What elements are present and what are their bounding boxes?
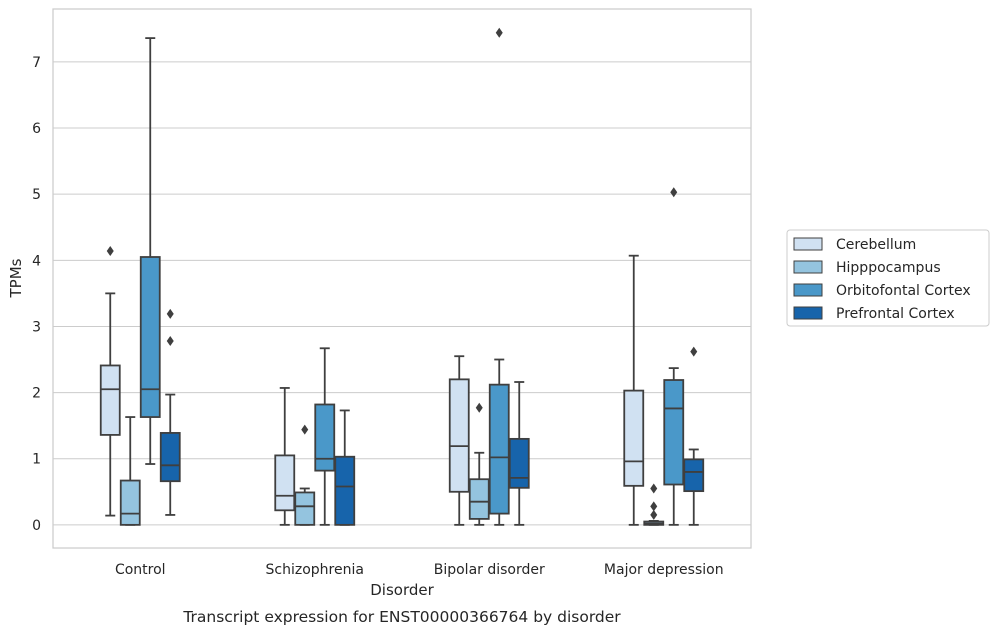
box bbox=[274, 387, 296, 526]
box bbox=[488, 27, 510, 526]
box-rect bbox=[683, 458, 705, 493]
legend-items: Cerebellum Hipppocampus Orbitofontal Corte… bbox=[793, 237, 971, 322]
legend-swatch bbox=[793, 260, 823, 274]
outlier-point bbox=[106, 246, 114, 257]
y-tick-label: 4 bbox=[32, 253, 41, 269]
box-rect bbox=[334, 455, 356, 526]
outlier-point bbox=[670, 187, 678, 198]
x-tick-label: Schizophrenia bbox=[266, 562, 364, 578]
y-tick-label: 7 bbox=[32, 55, 41, 71]
y-tick-labels: 0 1 2 3 4 5 6 7 bbox=[32, 55, 41, 534]
box bbox=[119, 416, 141, 526]
box-rect bbox=[623, 389, 645, 487]
y-axis-label: TPMs bbox=[7, 258, 25, 298]
outlier-point bbox=[495, 27, 503, 38]
box bbox=[448, 355, 470, 526]
box bbox=[334, 409, 356, 526]
legend-swatch bbox=[793, 283, 823, 297]
box-rect bbox=[139, 256, 161, 418]
outlier-point bbox=[650, 501, 658, 512]
outlier-point bbox=[650, 483, 658, 494]
box-rect bbox=[294, 491, 316, 526]
y-tick-label: 6 bbox=[32, 121, 41, 137]
outlier-point bbox=[166, 308, 174, 319]
outlier-point bbox=[690, 346, 698, 357]
box bbox=[663, 187, 685, 526]
box-rect bbox=[448, 378, 470, 493]
box bbox=[683, 346, 705, 526]
legend-label: Orbitofontal Cortex bbox=[836, 283, 971, 299]
y-tick-label: 1 bbox=[32, 452, 41, 468]
x-axis-label: Disorder bbox=[370, 581, 434, 599]
box-rect bbox=[99, 364, 121, 436]
legend-frame bbox=[786, 229, 990, 327]
x-tick-label: Bipolar disorder bbox=[434, 562, 545, 578]
y-tick-label: 2 bbox=[32, 386, 41, 402]
box bbox=[294, 424, 316, 526]
box-rect bbox=[314, 403, 336, 472]
x-tick-label: Control bbox=[115, 562, 166, 578]
outlier-point bbox=[650, 509, 658, 520]
box bbox=[623, 254, 645, 526]
outlier-point bbox=[301, 424, 309, 435]
box bbox=[139, 37, 161, 465]
y-tick-label: 5 bbox=[32, 187, 41, 203]
boxes bbox=[99, 27, 705, 526]
box-rect bbox=[488, 383, 510, 515]
outlier-point bbox=[475, 402, 483, 413]
y-tick-label: 0 bbox=[32, 518, 41, 534]
legend-label: Prefrontal Cortex bbox=[836, 306, 955, 322]
outlier-point bbox=[166, 335, 174, 346]
y-tick-label: 3 bbox=[32, 319, 41, 335]
x-tick-labels: Control Schizophrenia Bipolar disorder Majo… bbox=[115, 562, 724, 578]
legend-label: Hipppocampus bbox=[836, 260, 941, 276]
box bbox=[643, 483, 665, 526]
box bbox=[159, 308, 181, 516]
legend-swatch bbox=[793, 237, 823, 251]
box bbox=[508, 381, 530, 526]
legend-swatch bbox=[793, 306, 823, 320]
x-tick-label: Major depression bbox=[604, 562, 724, 578]
box-rect bbox=[119, 479, 141, 526]
legend: Cerebellum Hipppocampus Orbitofontal Corte… bbox=[786, 229, 990, 327]
box bbox=[468, 402, 490, 526]
box-rect bbox=[508, 437, 530, 489]
figure-caption: Transcript expression for ENST0000036676… bbox=[182, 608, 621, 626]
box bbox=[99, 246, 121, 517]
box-rect bbox=[468, 478, 490, 520]
box bbox=[314, 347, 336, 526]
box-rect bbox=[663, 379, 685, 486]
box-rect bbox=[159, 432, 181, 483]
legend-label: Cerebellum bbox=[836, 237, 916, 253]
box-rect bbox=[274, 454, 296, 512]
